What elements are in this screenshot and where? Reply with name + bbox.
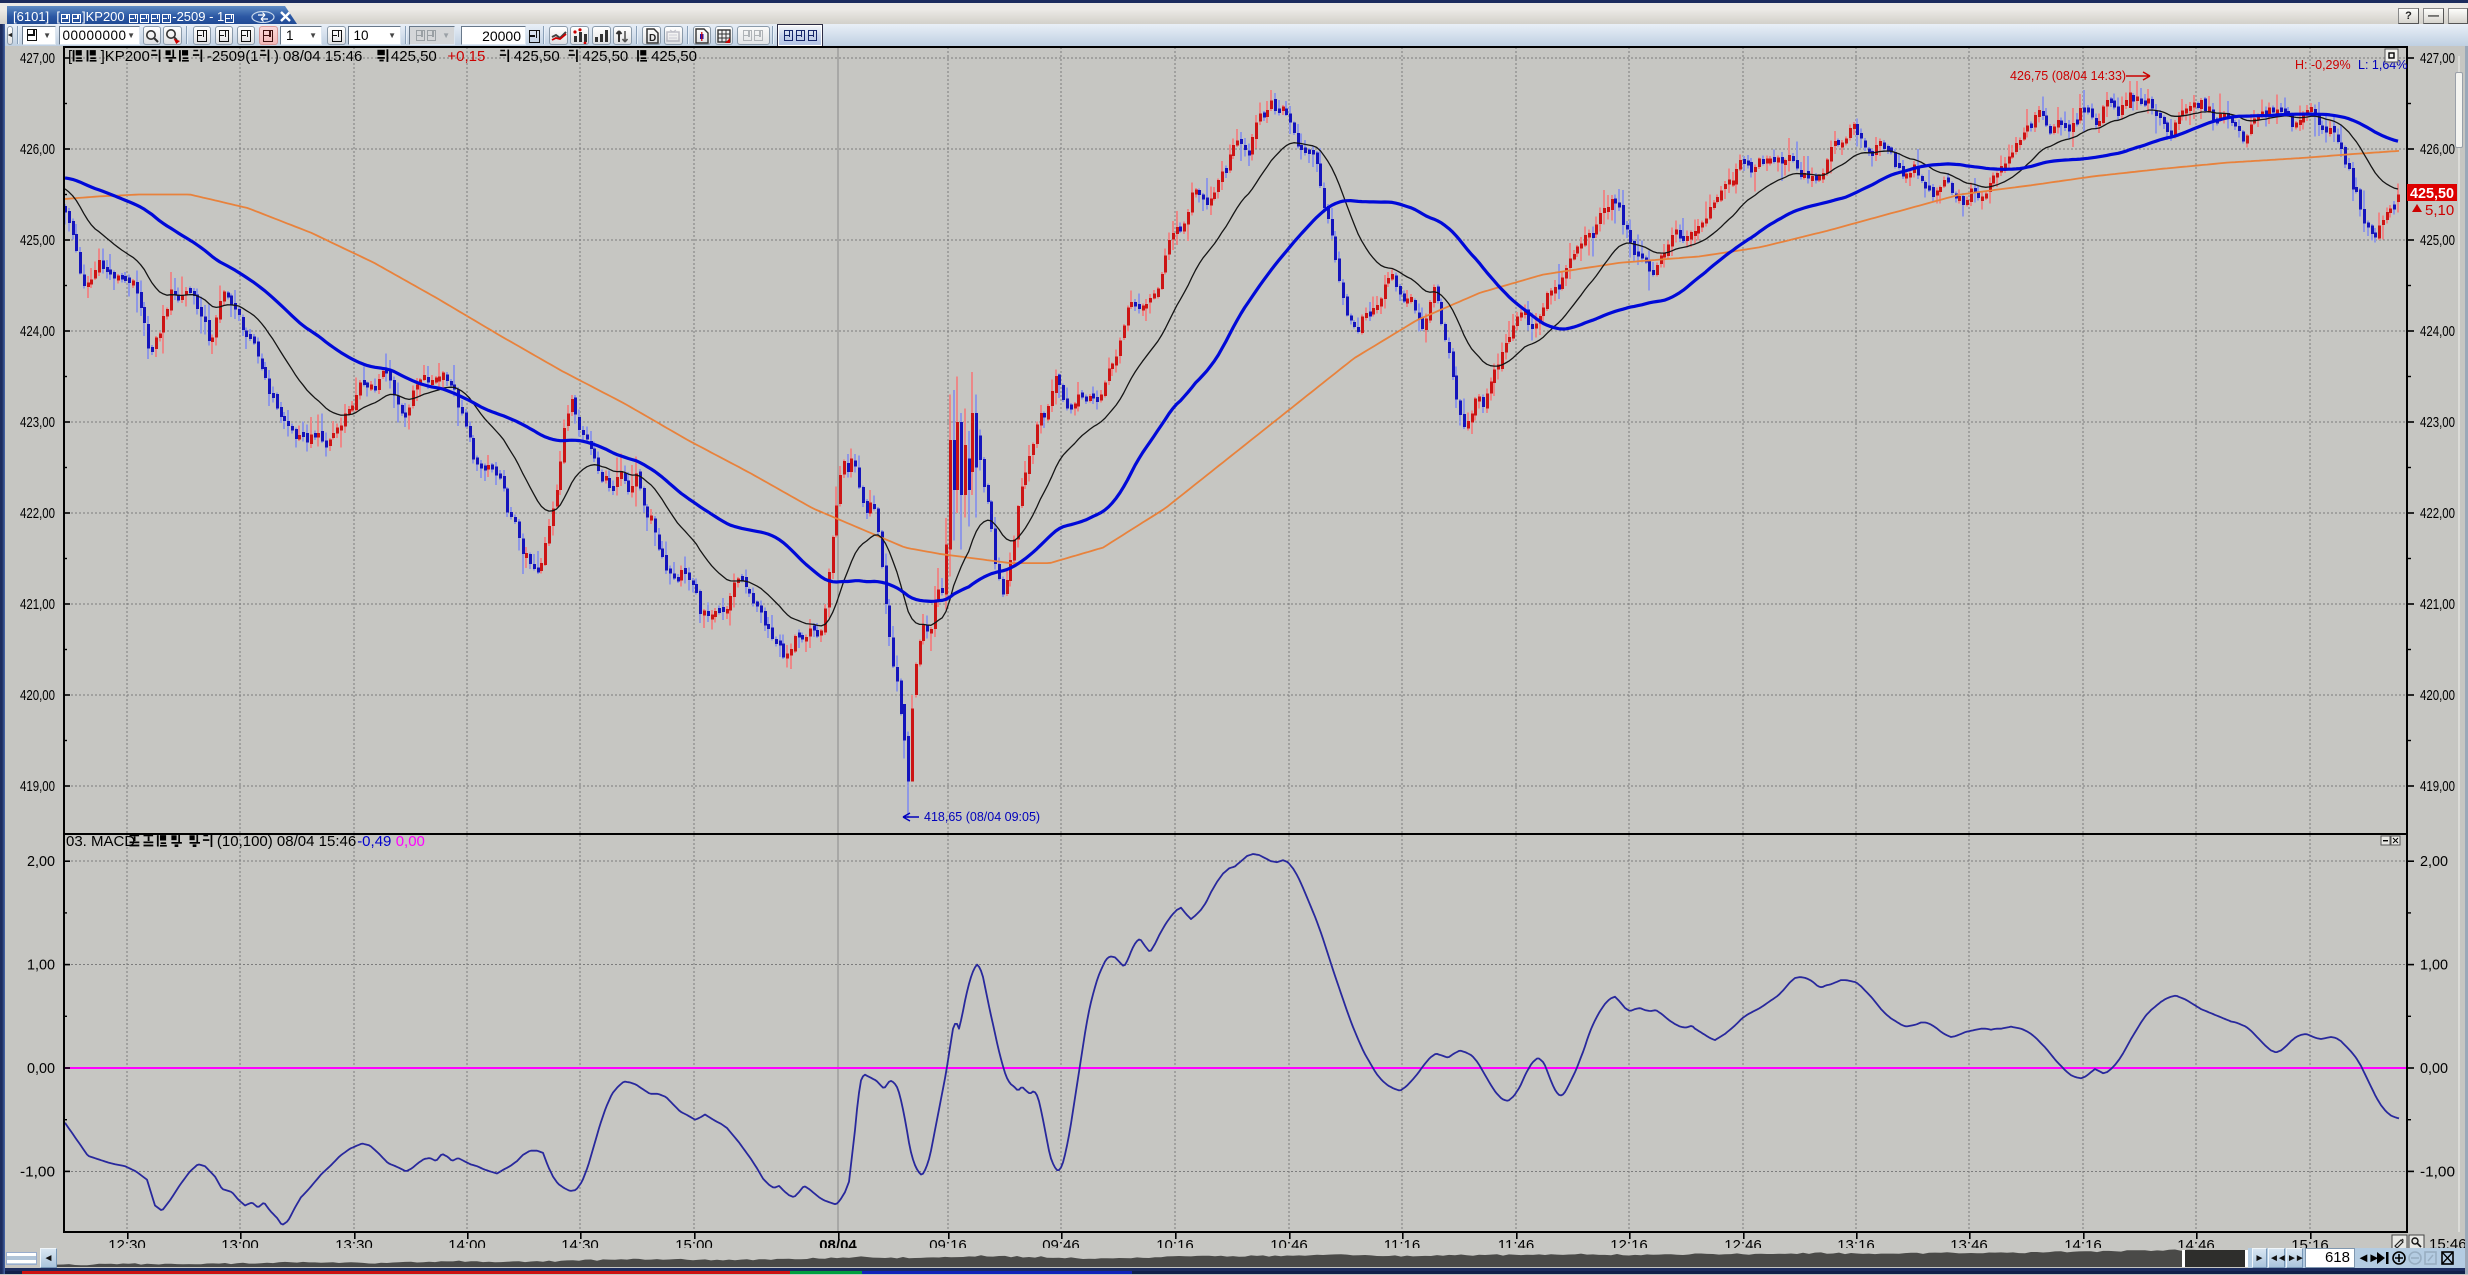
svg-text:424,00: 424,00 (2420, 323, 2455, 340)
svg-text:1,00: 1,00 (2420, 957, 2448, 974)
svg-text:]KP200: ]KP200 (101, 48, 150, 65)
svg-text:-2509(1: -2509(1 (207, 48, 259, 65)
svg-text:427,00: 427,00 (2420, 50, 2455, 67)
svg-text:15:46: 15:46 (2429, 1236, 2467, 1250)
svg-text:13:30: 13:30 (335, 1237, 373, 1250)
svg-text:422,00: 422,00 (20, 505, 55, 522)
svg-text:421,00: 421,00 (20, 596, 55, 613)
svg-text:2,00: 2,00 (27, 853, 55, 870)
svg-text:419,00: 419,00 (2420, 778, 2455, 795)
svg-text:15:16: 15:16 (2291, 1237, 2329, 1250)
svg-text:13:00: 13:00 (221, 1237, 259, 1250)
svg-text:418,65 (08/04 09:05): 418,65 (08/04 09:05) (924, 810, 1040, 824)
svg-text:09:46: 09:46 (1042, 1237, 1080, 1250)
svg-text:10:46: 10:46 (1270, 1237, 1308, 1250)
svg-text:) 08/04 15:46: ) 08/04 15:46 (274, 48, 362, 65)
svg-text:12:46: 12:46 (1724, 1237, 1762, 1250)
svg-text:D: D (649, 33, 656, 44)
svg-text:13:46: 13:46 (1950, 1237, 1988, 1250)
svg-text:5,10: 5,10 (2425, 202, 2454, 219)
svg-text:L: 1,64%: L: 1,64% (2358, 58, 2407, 72)
svg-text:12:16: 12:16 (1610, 1237, 1648, 1250)
svg-text:425,00: 425,00 (20, 232, 55, 249)
svg-text:(10,100) 08/04 15:46: (10,100) 08/04 15:46 (217, 833, 356, 850)
svg-text:11:46: 11:46 (1498, 1237, 1534, 1250)
svg-text:09:16: 09:16 (929, 1237, 967, 1250)
svg-text:14:16: 14:16 (2064, 1237, 2102, 1250)
svg-text:423,00: 423,00 (20, 414, 55, 431)
svg-text:420,00: 420,00 (20, 687, 55, 704)
svg-text:14:30: 14:30 (561, 1237, 599, 1250)
svg-text:426,00: 426,00 (2420, 141, 2455, 158)
svg-text:[: [ (68, 48, 73, 65)
svg-text:423,00: 423,00 (2420, 414, 2455, 431)
svg-text:427,00: 427,00 (20, 50, 55, 67)
svg-text:03. MACD: 03. MACD (66, 833, 135, 850)
svg-text:-0,49: -0,49 (357, 833, 391, 850)
svg-text:425,50: 425,50 (2410, 185, 2454, 202)
svg-text:426,75 (08/04 14:33): 426,75 (08/04 14:33) (2010, 69, 2126, 83)
svg-text:425,00: 425,00 (2420, 232, 2455, 249)
svg-text:426,00: 426,00 (20, 141, 55, 158)
svg-text:424,00: 424,00 (20, 323, 55, 340)
svg-text:425,50: 425,50 (582, 48, 628, 65)
svg-text:10:16: 10:16 (1156, 1237, 1194, 1250)
svg-text:420,00: 420,00 (2420, 687, 2455, 704)
svg-text:13:16: 13:16 (1837, 1237, 1875, 1250)
svg-text:2,00: 2,00 (2420, 853, 2448, 870)
svg-text:H: -0,29%: H: -0,29% (2295, 58, 2351, 72)
svg-text:425,50: 425,50 (651, 48, 697, 65)
svg-text:425,50: 425,50 (514, 48, 560, 65)
svg-text:08/04: 08/04 (819, 1237, 857, 1250)
svg-text:11:16: 11:16 (1384, 1237, 1420, 1250)
svg-text:14:46: 14:46 (2177, 1237, 2215, 1250)
svg-text:425,50: 425,50 (391, 48, 437, 65)
svg-text:-1,00: -1,00 (20, 1163, 55, 1180)
svg-text:422,00: 422,00 (2420, 505, 2455, 522)
svg-text:-1,00: -1,00 (2420, 1163, 2455, 1180)
svg-text:0,00: 0,00 (396, 833, 425, 850)
svg-text:+0,15: +0,15 (447, 48, 485, 65)
svg-text:419,00: 419,00 (20, 778, 55, 795)
svg-text:14:00: 14:00 (448, 1237, 486, 1250)
svg-text:0,00: 0,00 (27, 1060, 55, 1077)
svg-text:0,00: 0,00 (2420, 1060, 2448, 1077)
svg-text:421,00: 421,00 (2420, 596, 2455, 613)
svg-text:12:30: 12:30 (108, 1237, 146, 1250)
svg-text:1,00: 1,00 (27, 957, 55, 974)
svg-text:15:00: 15:00 (675, 1237, 713, 1250)
